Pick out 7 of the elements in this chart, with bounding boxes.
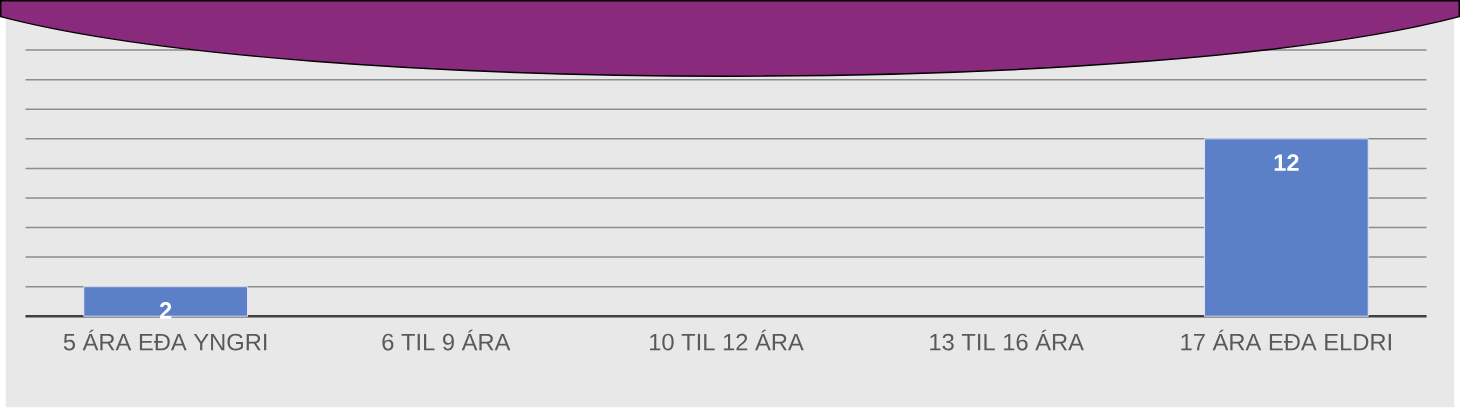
x-tick-label: 5 ÁRA EÐA YNGRI [63,329,267,351]
data-label: 12 [1274,154,1299,172]
data-label: 2 [159,302,172,319]
x-tick-label: 6 TIL 9 ÁRA [382,329,511,351]
x-tick-label: 10 TIL 12 ÁRA [650,329,804,351]
x-tick-label: 17 ÁRA EÐA ELDRI [1181,329,1391,351]
x-tick-label: 13 TIL 16 ÁRA [930,329,1084,351]
